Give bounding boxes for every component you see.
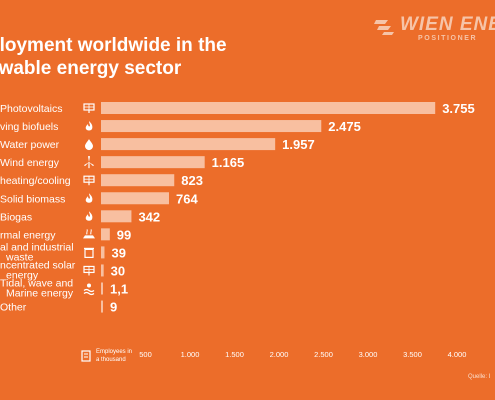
logo-subline: POSITIONER xyxy=(418,35,478,42)
brand-logo: WIEN ENER POSITIONER xyxy=(372,14,495,44)
value-label: 1,1 xyxy=(110,282,128,297)
flame-icon xyxy=(85,121,93,131)
category-label: Tidal, wave and Marine energy xyxy=(0,278,74,300)
x-tick-label: 3.500 xyxy=(403,350,422,359)
bar xyxy=(101,264,104,277)
value-label: 30 xyxy=(111,263,125,278)
category-label: al and industrial waste xyxy=(0,241,74,263)
bar xyxy=(101,138,276,151)
waste-bin-icon xyxy=(84,247,94,258)
source-note: Quelle: I xyxy=(468,374,491,380)
value-label: 1.165 xyxy=(212,155,245,170)
flame-icon xyxy=(85,193,93,203)
value-label: 823 xyxy=(181,173,203,188)
category-label: Other xyxy=(0,302,27,314)
x-tick-label: 1.500 xyxy=(225,350,244,359)
category-label: heating/cooling xyxy=(0,175,71,187)
value-label: 1.957 xyxy=(282,137,315,152)
bar xyxy=(101,210,132,223)
category-label: Wind energy xyxy=(0,157,60,169)
logo-wordmark: WIEN ENER xyxy=(400,14,495,35)
bar xyxy=(101,156,205,169)
x-tick-label: 500 xyxy=(139,350,152,359)
category-label: Biogas xyxy=(0,211,32,223)
bar xyxy=(101,192,169,205)
x-tick-label: 3.000 xyxy=(359,350,378,359)
geothermal-icon xyxy=(83,229,95,239)
solar-panel-icon xyxy=(83,265,95,276)
x-tick-label: 4.000 xyxy=(448,350,467,359)
category-label: ving biofuels xyxy=(0,121,58,133)
wind-turbine-icon xyxy=(84,156,94,169)
category-label: Photovoltaics xyxy=(0,103,62,115)
value-label: 3.755 xyxy=(442,101,475,116)
x-tick-label: 2.500 xyxy=(314,350,333,359)
x-axis-label: Employees in a thousand xyxy=(96,349,132,363)
category-label: rmal energy xyxy=(0,229,56,241)
wien-energie-logo-icon xyxy=(374,20,394,35)
solar-panel-icon xyxy=(83,103,95,113)
category-label: Water power xyxy=(0,139,60,151)
bar xyxy=(101,102,436,114)
flame-icon xyxy=(85,211,93,221)
building-icon xyxy=(81,350,91,362)
category-label: Solid biomass xyxy=(0,193,65,205)
value-label: 39 xyxy=(111,245,125,260)
x-tick-label: 1.000 xyxy=(181,350,200,359)
wave-icon xyxy=(83,283,95,296)
bar xyxy=(101,282,103,295)
x-tick-label: 2.000 xyxy=(270,350,289,359)
solar-collector-icon xyxy=(83,175,95,186)
bar xyxy=(101,246,105,259)
value-label: 764 xyxy=(176,191,198,206)
bar xyxy=(101,120,322,133)
value-label: 99 xyxy=(117,227,131,242)
bar xyxy=(101,228,110,241)
value-label: 2.475 xyxy=(328,119,361,134)
value-label: 9 xyxy=(110,300,117,315)
value-label: 342 xyxy=(138,209,160,224)
bar xyxy=(101,174,175,187)
bar xyxy=(101,300,103,313)
category-label: ncentrated solar energy xyxy=(0,259,76,281)
water-drop-icon xyxy=(85,139,93,151)
